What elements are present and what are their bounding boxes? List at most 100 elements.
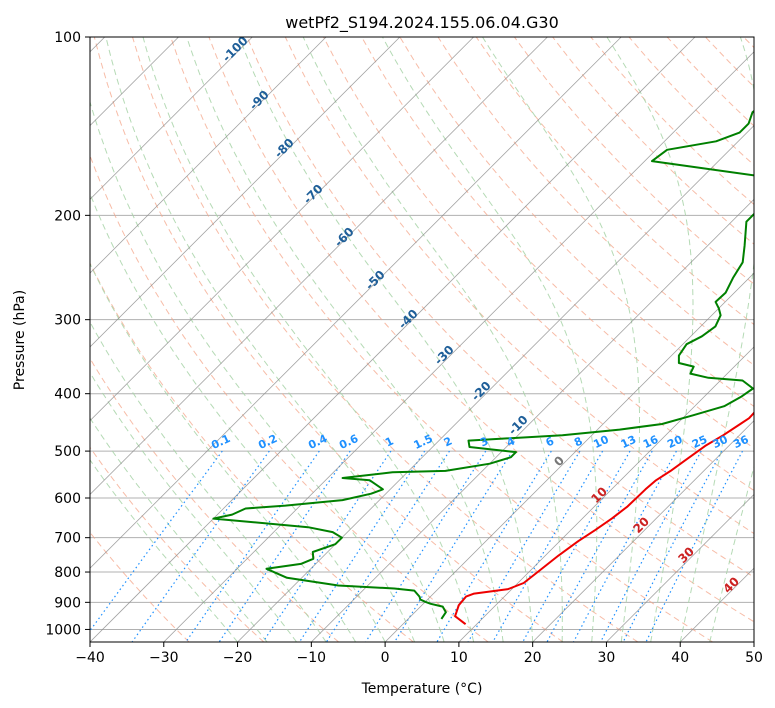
mixing-ratio-line (622, 450, 723, 642)
mixing-ratio-label: 8 (572, 434, 584, 449)
isotherm-line (753, 641, 754, 642)
isotherm-line (90, 37, 548, 496)
y-tick-label: 400 (54, 387, 81, 403)
isotherm-line (90, 37, 327, 274)
isotherm-label: 0 (551, 453, 567, 469)
dry-adiabats (90, 37, 754, 642)
mixing-ratio-label: 36 (731, 433, 751, 451)
dry-adiabat-line (437, 37, 754, 366)
moist-adiabat-line (90, 100, 416, 642)
mixing-ratio-label: 25 (690, 433, 709, 451)
x-tick-label: 10 (450, 650, 468, 666)
dry-adiabat-line (90, 154, 489, 642)
isotherm-label: -40 (396, 307, 421, 332)
y-tick-label: 500 (54, 444, 81, 460)
isotherm-line (311, 198, 754, 642)
y-tick-label: 300 (54, 313, 81, 329)
chart-title: wetPf2_S194.2024.155.06.04.G30 (285, 13, 559, 33)
x-tick-label: −40 (75, 650, 105, 666)
isotherm-line (90, 37, 622, 569)
y-axis-ticks: 100 200 300 400 500 600 700 800 900 1000 (45, 30, 90, 638)
moist-adiabat-line (90, 417, 268, 642)
dry-adiabat-line (170, 37, 713, 642)
dry-adiabat-line (93, 37, 564, 642)
moist-adiabat-line (90, 192, 386, 642)
y-tick-label: 900 (54, 595, 81, 611)
x-tick-label: −10 (297, 650, 327, 666)
y-tick-label: 700 (54, 531, 81, 547)
line-labels: 0.1 0.2 0.4 0.6 1 1.5 2 3 4 6 8 10 13 16 20 25 30 36-100-… (209, 34, 751, 596)
isotherm-line (458, 346, 754, 642)
isotherm-line (90, 37, 401, 348)
isotherm-label: -30 (432, 343, 457, 368)
x-tick-label: 50 (745, 650, 763, 666)
isotherm-label: 20 (630, 514, 652, 536)
pressure-grid (90, 37, 754, 630)
x-tick-label: 0 (381, 650, 390, 666)
mixing-ratio-label: 0.1 (209, 432, 232, 452)
moist-adiabat-line (90, 262, 357, 642)
moist-adiabat-line (90, 459, 238, 642)
mixing-ratio-label: 2 (442, 434, 454, 449)
moist-adiabat-line (382, 37, 598, 642)
isotherm-label: -10 (506, 413, 531, 438)
x-axis-label: Temperature (°C) (361, 681, 483, 697)
mixing-ratio-line (365, 450, 487, 642)
y-axis-label: Pressure (hPa) (12, 290, 28, 390)
sounding-series (212, 109, 754, 625)
moist-adiabat-line (709, 464, 754, 642)
isotherm-label: -90 (247, 88, 272, 113)
dry-adiabat-line (284, 37, 754, 535)
moist-adiabat-line (606, 37, 694, 642)
x-tick-label: 40 (671, 650, 689, 666)
isotherm-label: -60 (332, 225, 357, 250)
isotherm-line (90, 37, 253, 200)
dry-adiabat-line (399, 37, 754, 408)
moist-adiabat-line (105, 37, 445, 642)
isotherm-label: -50 (363, 268, 388, 293)
x-tick-label: 20 (524, 650, 542, 666)
dry-adiabat-line (132, 37, 639, 642)
x-tick-label: −30 (149, 650, 179, 666)
isotherm-line (90, 37, 474, 422)
isotherm-label: -20 (469, 379, 494, 404)
mixing-ratio-line (131, 450, 270, 642)
isotherm-label: -80 (272, 136, 297, 161)
moist-adiabat-line (90, 371, 298, 642)
mixing-ratio-line (572, 450, 677, 642)
mixing-ratio-line (600, 450, 702, 642)
isotherm-line (384, 272, 754, 642)
dry-adiabat-line (323, 37, 754, 492)
dry-adiabat-line (90, 357, 339, 642)
dry-adiabat-line (743, 37, 754, 49)
dry-adiabat-line (90, 262, 414, 642)
isotherm-label: -100 (220, 34, 251, 65)
isotherm-line (532, 420, 754, 642)
isotherm-label: 10 (588, 484, 610, 506)
mixing-ratio-label: 1.5 (412, 432, 435, 452)
plot-frame (89, 36, 755, 643)
mixing-ratio-line (546, 450, 653, 642)
mixing-ratio-label: 1 (383, 434, 395, 449)
dry-adiabat-line (705, 37, 754, 88)
mixing-ratio-label: 30 (711, 433, 731, 451)
mixing-ratio-label: 16 (641, 433, 661, 451)
temperature-profile-line (454, 411, 754, 625)
dry-adiabat-line (90, 446, 265, 642)
y-tick-label: 200 (54, 208, 81, 224)
mixing-ratio-line (492, 450, 604, 642)
isotherm-line (606, 493, 754, 642)
moist-adiabat-line (482, 37, 640, 642)
isotherm-label: 30 (675, 544, 697, 566)
dry-adiabat-line (513, 37, 754, 285)
mixing-ratio-line (90, 450, 223, 632)
mixing-ratio-line (325, 450, 450, 642)
x-tick-label: −20 (223, 650, 253, 666)
mixing-ratio-line (522, 450, 631, 642)
moist-adiabat-line (679, 37, 754, 642)
mixing-ratio-line (436, 450, 552, 642)
mixing-ratio-line (218, 450, 351, 642)
skewed-isotherms (90, 37, 754, 642)
dry-adiabat-line (246, 37, 754, 578)
